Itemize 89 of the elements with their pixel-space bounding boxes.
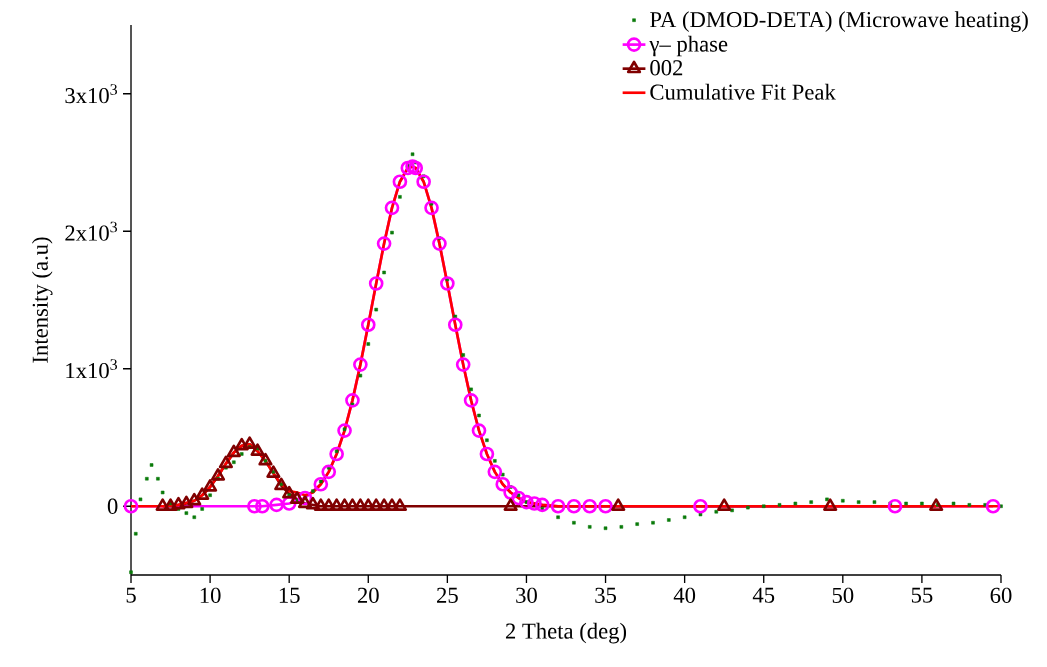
x-tick-label: 40: [673, 587, 696, 603]
x-tick-label: 35: [595, 587, 616, 603]
point: [297, 495, 313, 509]
legend-label: γ– phase: [649, 35, 728, 57]
y-tick-label: 0: [107, 498, 118, 514]
point: [582, 498, 598, 514]
point: [123, 498, 139, 514]
point: [305, 496, 321, 510]
x-tick-label: 55: [911, 587, 933, 603]
point: [155, 498, 170, 511]
point: [400, 160, 416, 176]
y-tick-label: 1x10$^{3}$: [66, 359, 118, 379]
point: [511, 490, 526, 506]
y-axis-title: Intensity (a.u): [31, 237, 53, 363]
x-tick-label: 15: [279, 587, 300, 603]
point: [269, 497, 284, 513]
legend-label: PA (DMOD-DETA) (Microwave heating): [650, 11, 1028, 32]
point: [424, 200, 439, 216]
point: [611, 498, 626, 511]
point: [353, 357, 368, 372]
point: [210, 467, 226, 481]
point: [329, 446, 344, 462]
point: [345, 393, 360, 408]
point: [321, 464, 337, 480]
point: [479, 446, 495, 462]
point: [187, 492, 202, 506]
legend-label: 002: [650, 60, 683, 76]
y-tick-label: 3x10$^{3}$: [65, 84, 118, 104]
point: [408, 160, 424, 176]
point: [254, 498, 270, 514]
point: [368, 276, 384, 291]
point: [471, 423, 487, 438]
point: [289, 491, 305, 505]
point: [258, 452, 273, 466]
point: [392, 174, 408, 190]
point: [823, 498, 838, 511]
x-tick-label: 20: [357, 587, 379, 603]
y-tick-label: 2x10$^{3}$: [65, 221, 118, 241]
point: [440, 276, 455, 291]
point: [202, 478, 218, 492]
point: [226, 444, 241, 458]
point: [432, 236, 447, 251]
x-tick-label: 45: [752, 587, 775, 603]
point: [503, 498, 518, 511]
point: [527, 496, 542, 511]
x-tick-label: 5: [126, 587, 136, 603]
point: [171, 496, 186, 510]
legend-label: Cumulative Fit Peak: [650, 83, 836, 100]
point: [693, 498, 708, 514]
x-axis-title: 2 Theta (deg): [505, 622, 627, 644]
point: [218, 455, 234, 469]
x-tick-label: 50: [832, 587, 854, 603]
point: [384, 200, 400, 216]
point: [929, 498, 944, 511]
point: [313, 476, 329, 492]
point: [282, 485, 297, 499]
x-tick-label: 10: [200, 587, 221, 603]
point: [247, 498, 262, 514]
point: [566, 498, 582, 514]
point: [250, 443, 265, 456]
point: [455, 357, 471, 372]
x-tick-label: 30: [516, 587, 537, 603]
point: [985, 498, 1001, 514]
point: [337, 423, 352, 438]
point: [179, 495, 194, 509]
point: [242, 436, 257, 450]
x-tick-label: 60: [990, 587, 1012, 603]
point: [717, 498, 732, 511]
point: [447, 317, 463, 333]
point: [519, 494, 534, 510]
point: [360, 317, 376, 333]
point: [503, 485, 518, 500]
point: [163, 498, 178, 511]
point: [376, 236, 392, 251]
point: [392, 498, 408, 511]
point: [405, 159, 420, 174]
point: [463, 393, 479, 408]
point: [487, 464, 503, 480]
x-tick-label: 25: [437, 587, 458, 603]
point: [416, 174, 431, 190]
point: [550, 498, 566, 514]
point: [495, 476, 511, 492]
point: [195, 487, 210, 500]
point: [887, 498, 903, 514]
point: [266, 465, 281, 478]
point: [274, 477, 289, 491]
point: [234, 437, 249, 451]
point: [598, 498, 613, 514]
point: [534, 497, 550, 513]
